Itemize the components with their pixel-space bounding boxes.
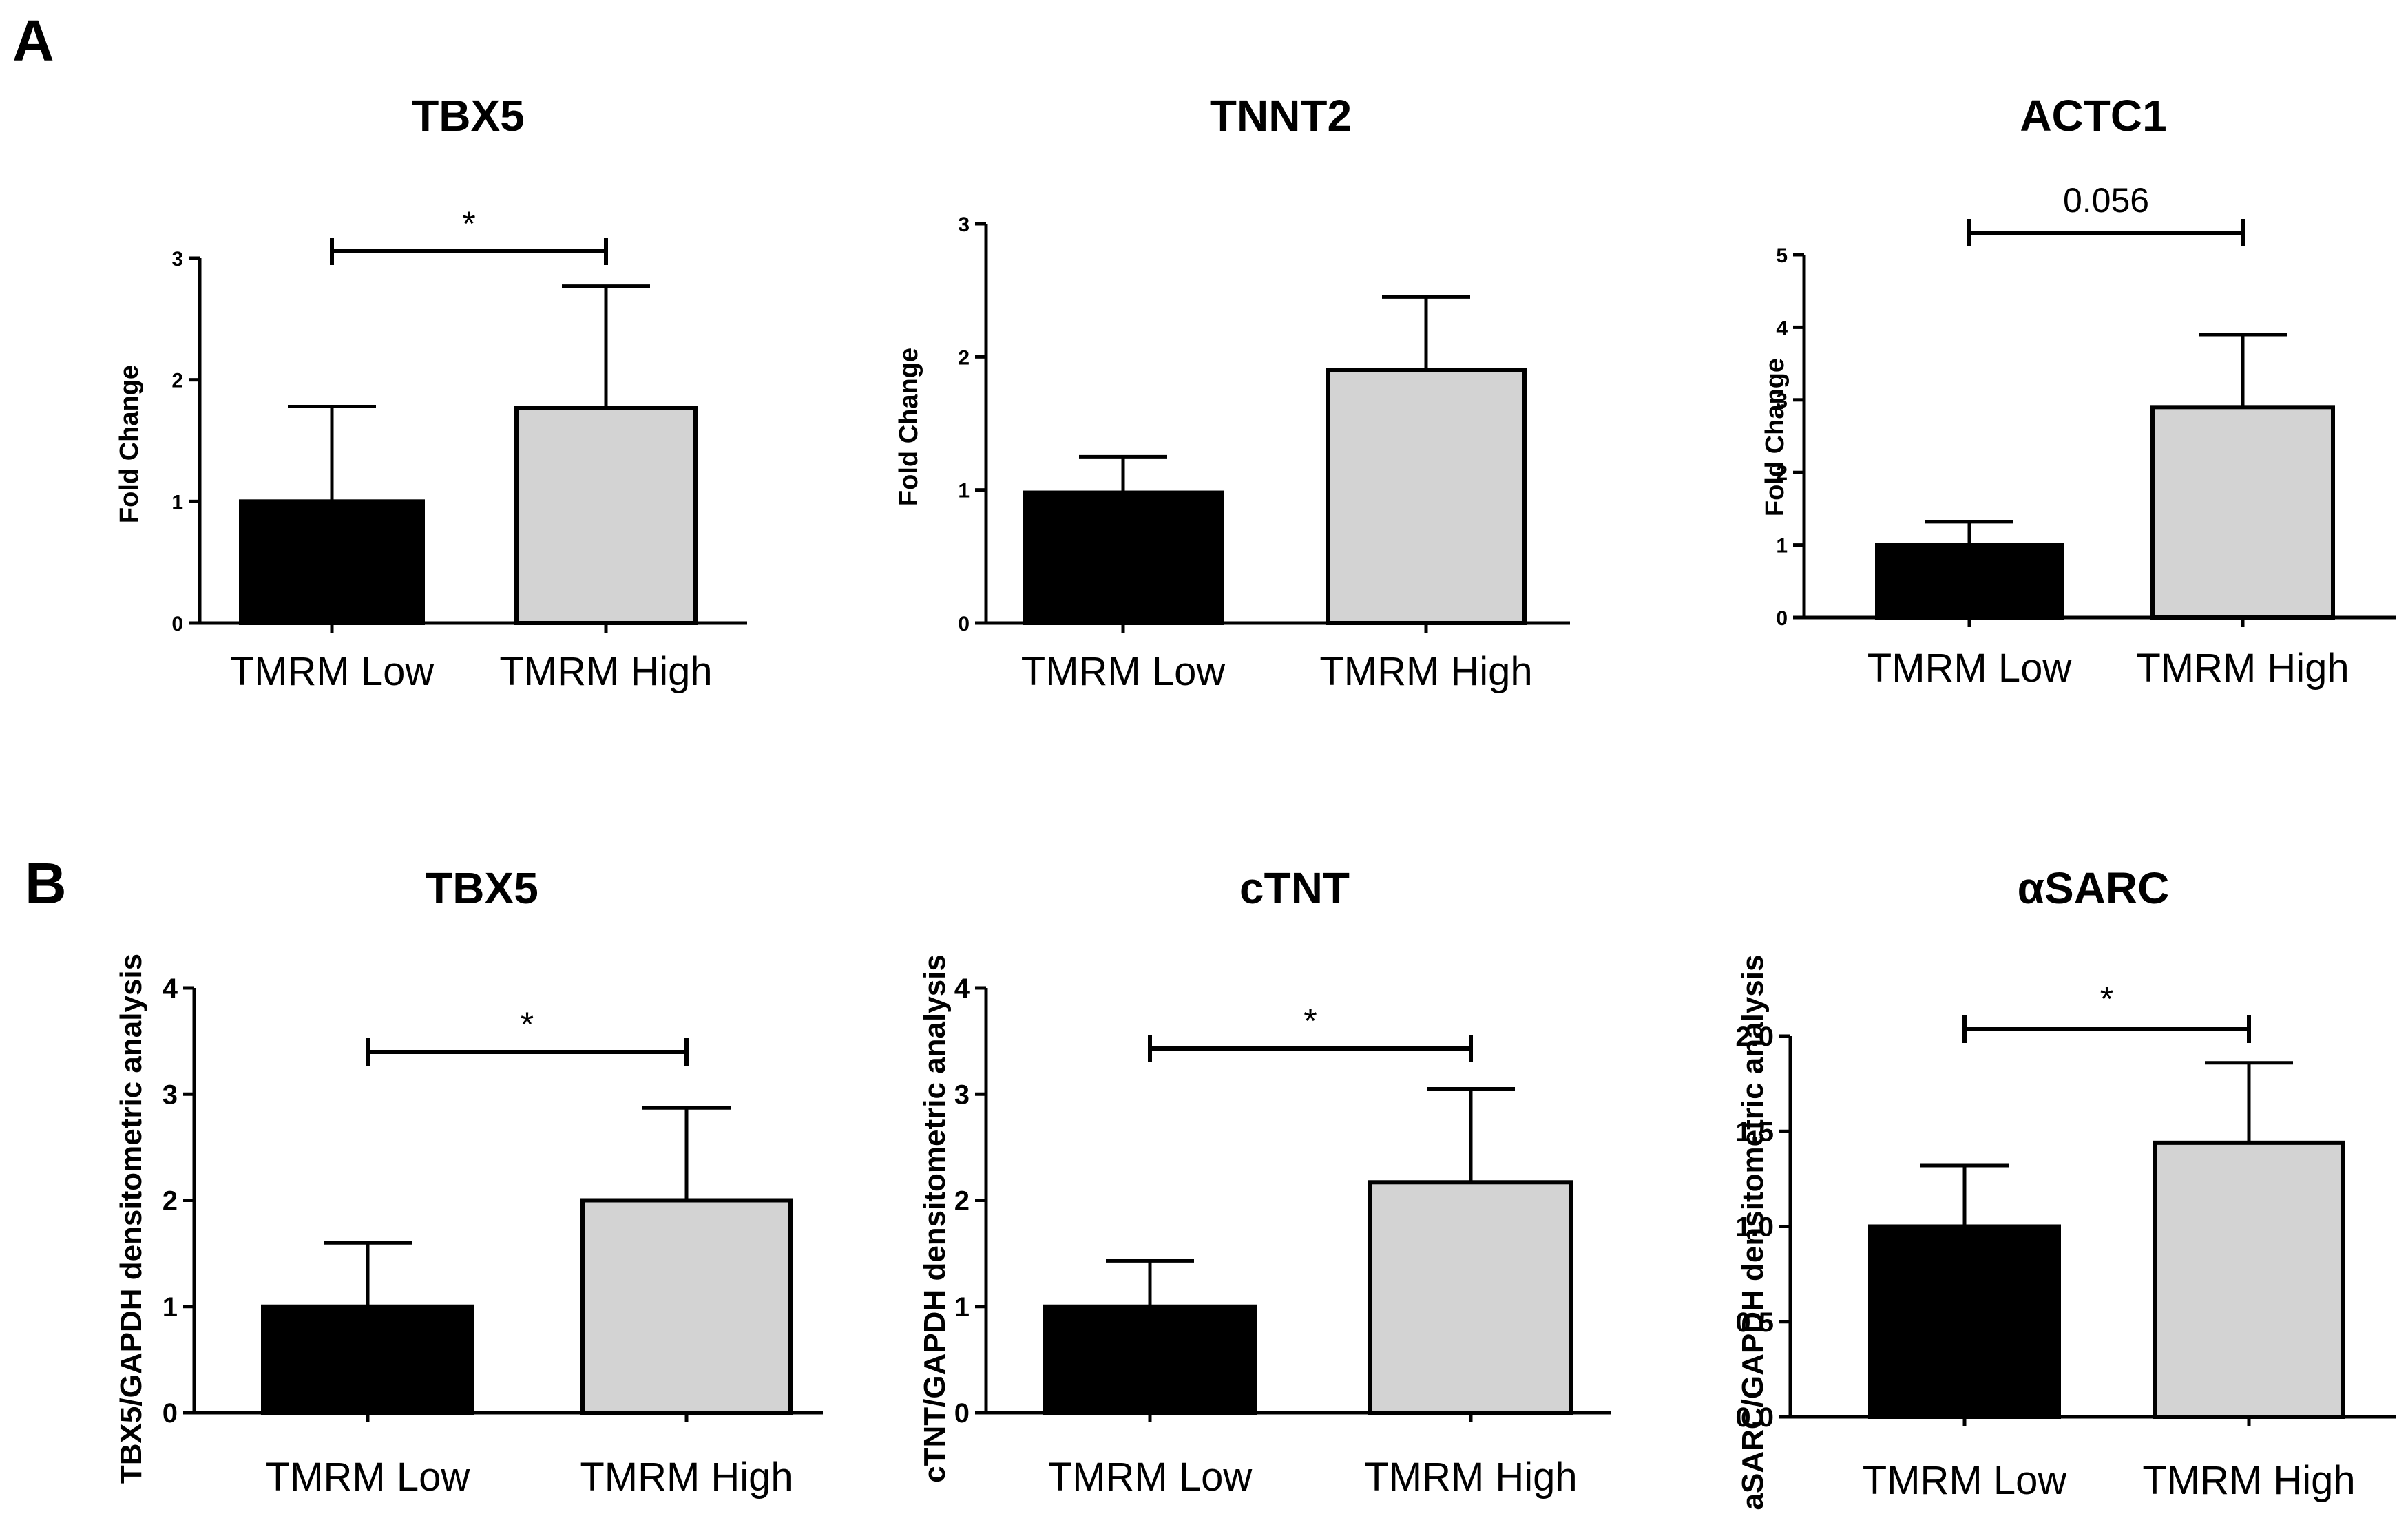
bar-tmrm-low [239, 499, 425, 625]
y-axis-label: Fold Change [894, 348, 923, 506]
y-tick-label: 2 [954, 1186, 970, 1217]
bar-tmrm-low [261, 1304, 474, 1415]
y-tick-label: 4 [1776, 317, 1788, 339]
y-tick-label: 1 [1776, 535, 1788, 558]
x-category-label: TMRM Low [230, 649, 435, 694]
y-tick-label: 1 [171, 491, 183, 514]
charts: TBX5 Fold Change 0 1 2 3 TMRM Low TMRM High * TNN… [114, 91, 2396, 1510]
y-tick-label: 2 [171, 370, 183, 392]
y-axis-label: TBX5/GAPDH densitometric analysis [114, 954, 148, 1484]
y-tick-label: 2 [1776, 462, 1788, 485]
y-tick-label: 0 [954, 1398, 970, 1429]
x-category-label: TMRM Low [1021, 649, 1226, 694]
bar-tmrm-low [1023, 490, 1224, 625]
y-tick-label: 1 [954, 1292, 970, 1323]
bar-tmrm-high [580, 1198, 793, 1415]
chart-5: cTNT cTNT/GAPDH densitometric analysis 0 1 2… [918, 863, 1611, 1499]
y-tick-label: 0 [163, 1398, 178, 1429]
significance-label: * [1304, 1002, 1317, 1040]
chart-title: αSARC [2018, 863, 2170, 913]
y-tick-label: 0 [958, 613, 970, 635]
y-tick-label: 4 [163, 973, 178, 1004]
y-tick-label: 0 [1776, 607, 1788, 630]
y-tick-label: 2.0 [1735, 1022, 1774, 1052]
chart-title: TBX5 [412, 91, 525, 140]
bar-tmrm-low [1875, 543, 2064, 620]
chart-6: αSARC aSARC/GAPDH densitometric analysis0… [1735, 863, 2396, 1510]
chart-title: TNNT2 [1210, 91, 1352, 140]
chart-1: TBX5 Fold Change 0 1 2 3 TMRM Low TMRM High * [115, 91, 747, 694]
y-tick-label: 3 [1776, 390, 1788, 412]
y-tick-label: 1.0 [1735, 1212, 1774, 1243]
chart-3: ACTC1 Fold Change 0 1 2 3 4 5 TMRM Low TMRM High 0… [1761, 91, 2396, 691]
x-category-label: TMRM High [1364, 1455, 1577, 1499]
x-category-label: TMRM High [1319, 649, 1532, 694]
x-category-label: TMRM High [2136, 646, 2349, 691]
significance-label: 0.056 [2063, 181, 2149, 220]
chart-title: cTNT [1239, 863, 1350, 913]
panel-label-a: A [12, 8, 54, 73]
y-axis-label: Fold Change [1761, 358, 1790, 516]
y-axis-label: cTNT/GAPDH densitometric analysis [918, 954, 952, 1483]
significance-label: * [462, 204, 475, 243]
y-tick-label: 3 [954, 1080, 970, 1110]
y-tick-label: 2 [958, 346, 970, 369]
y-tick-label: 1 [163, 1292, 178, 1323]
x-category-label: TMRM High [499, 649, 712, 694]
chart-2: TNNT2 Fold Change 0 1 2 3 TMRM Low TMRM High [894, 91, 1570, 694]
y-tick-label: 0.5 [1735, 1307, 1774, 1338]
bar-tmrm-high [1326, 368, 1527, 626]
chart-4: TBX5 TBX5/GAPDH densitometric analysis 0 1 2… [114, 863, 823, 1499]
bar-tmrm-high [2153, 1140, 2345, 1419]
chart-title: ACTC1 [2020, 91, 2166, 140]
bar-tmrm-high [2150, 405, 2335, 620]
y-tick-label: 3 [163, 1080, 178, 1110]
significance-label: * [2100, 980, 2113, 1018]
y-tick-label: 1 [958, 480, 970, 503]
x-category-label: TMRM Low [1048, 1455, 1253, 1499]
x-category-label: TMRM High [2142, 1458, 2355, 1503]
bar-tmrm-high [1368, 1180, 1573, 1415]
y-tick-label: 3 [958, 213, 970, 236]
y-tick-label: 3 [171, 248, 183, 271]
y-tick-label: 0 [171, 613, 183, 635]
panel-label-b: B [25, 851, 67, 916]
x-category-label: TMRM High [580, 1455, 793, 1499]
bar-tmrm-low [1043, 1304, 1257, 1415]
y-tick-label: 5 [1776, 244, 1788, 267]
significance-label: * [521, 1005, 534, 1044]
y-tick-label: 0.0 [1735, 1402, 1774, 1433]
y-axis-label: aSARC/GAPDH densitometric analysis [1736, 955, 1770, 1510]
bar-tmrm-high [514, 406, 698, 625]
x-category-label: TMRM Low [1867, 646, 2073, 691]
chart-title: TBX5 [426, 863, 538, 913]
x-category-label: TMRM Low [1863, 1458, 2068, 1503]
y-tick-label: 1.5 [1735, 1117, 1774, 1147]
bar-tmrm-low [1868, 1224, 2061, 1419]
y-tick-label: 2 [163, 1186, 178, 1217]
y-tick-label: 4 [954, 973, 970, 1004]
y-axis-label: Fold Change [115, 365, 144, 523]
x-category-label: TMRM Low [266, 1455, 471, 1499]
